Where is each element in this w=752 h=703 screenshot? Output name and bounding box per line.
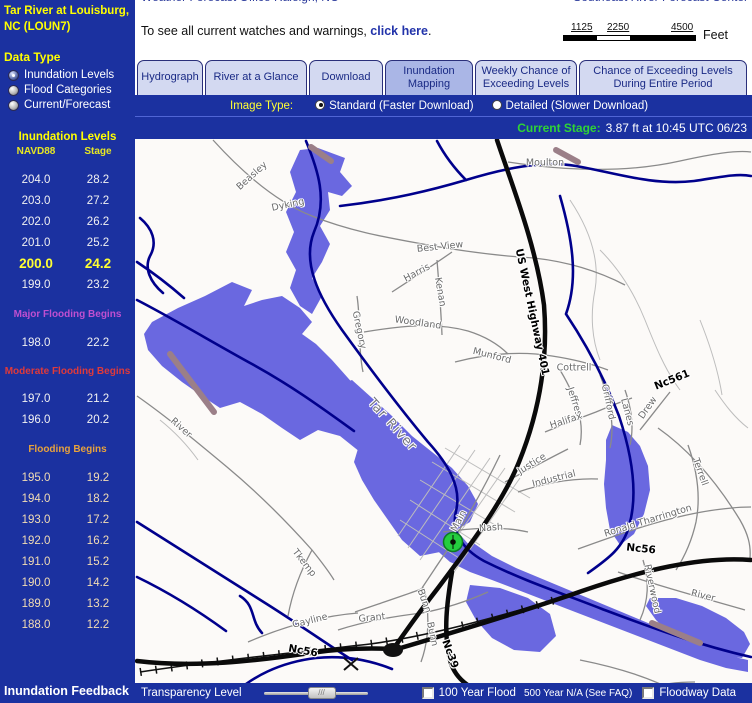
tab-download[interactable]: Download (309, 60, 383, 95)
level-row[interactable]: 194.0 18.2 (21, 492, 110, 505)
radio-flood-categories[interactable]: Flood Categories (8, 84, 135, 96)
level-row[interactable]: 190.0 14.2 (21, 576, 110, 589)
image-type-label: Image Type: (230, 99, 294, 112)
scale-tick: 2250 (607, 22, 630, 33)
tab-hydrograph[interactable]: Hydrograph (137, 60, 203, 95)
slider-thumb[interactable]: /// (307, 687, 336, 699)
inundation-feedback-link[interactable]: Inundation Feedback (4, 684, 130, 698)
map-scale-bar: 1125 2250 4500 Feet (563, 22, 748, 48)
scale-unit: Feet (703, 28, 729, 42)
levels-column-headers: NAVD88 Stage (16, 146, 112, 158)
radio-icon (491, 99, 502, 110)
dam-bars-layer (167, 144, 703, 646)
transparency-slider[interactable]: /// (263, 686, 368, 700)
flooding-begins-label: Flooding Begins (28, 444, 107, 456)
current-stage-label: Current Stage: (517, 121, 601, 135)
tab-chance-entire-period[interactable]: Chance of Exceeding Levels During Entire… (579, 60, 747, 95)
radio-selected-icon (8, 69, 19, 81)
highways-layer (135, 139, 752, 683)
image-type-bar: Image Type: Standard (Faster Download) D… (135, 95, 752, 116)
major-flooding-label: Major Flooding Begins (13, 309, 122, 321)
level-row[interactable]: 195.0 19.2 (21, 471, 110, 484)
level-row-selected[interactable]: 200.0 24.2 (19, 256, 112, 272)
level-row[interactable]: 203.0 27.2 (21, 194, 110, 207)
page-header: Weather Forecast Office Raleigh, NC Sout… (135, 0, 752, 58)
level-row[interactable]: 193.0 17.2 (21, 513, 110, 526)
flood-500yr-note: 500 Year N/A (See FAQ) (523, 687, 633, 699)
radio-inundation-levels[interactable]: Inundation Levels (8, 69, 135, 81)
tab-weekly-chance[interactable]: Weekly Chance of Exceeding Levels (475, 60, 577, 95)
scale-tick: 1125 (571, 22, 593, 33)
watches-warnings-line: To see all current watches and warnings,… (141, 24, 432, 38)
gauge-marker[interactable] (442, 531, 464, 553)
moderate-flooding-label: Moderate Flooding Begins (4, 366, 131, 378)
current-stage-value: 3.87 ft at 10:45 UTC 06/23 (605, 121, 747, 135)
current-stage-bar: Current Stage: 3.87 ft at 10:45 UTC 06/2… (135, 116, 752, 139)
minor-streets-layer (159, 199, 749, 576)
station-title: Tar River at Louisburg, NC (LOUN7) (4, 5, 130, 33)
floodway-checkbox[interactable] (642, 687, 655, 699)
tab-inundation-mapping[interactable]: Inundation Mapping (385, 60, 473, 95)
flood-100yr-control: 100 Year Flood (421, 687, 516, 699)
level-row[interactable]: 198.0 22.2 (21, 336, 110, 349)
flood-100yr-checkbox[interactable] (421, 687, 434, 699)
level-row[interactable]: 191.0 15.2 (21, 555, 110, 568)
level-row[interactable]: 201.0 25.2 (21, 236, 110, 249)
levels-heading: Inundation Levels (18, 131, 117, 144)
sidebar: Tar River at Louisburg, NC (LOUN7) Data … (0, 0, 135, 703)
level-row[interactable]: 204.0 28.2 (21, 173, 110, 186)
floodway-control: Floodway Data (642, 687, 736, 699)
level-row[interactable]: 196.0 20.2 (21, 413, 110, 426)
level-row[interactable]: 192.0 16.2 (21, 534, 110, 547)
map-controls-bar: Transparency Level /// 100 Year Flood 50… (135, 683, 752, 703)
radio-current-forecast[interactable]: Current/Forecast (8, 99, 135, 111)
rfc-link-clipped[interactable]: Southeast River Forecast Center (573, 0, 748, 4)
level-row[interactable]: 199.0 23.2 (21, 278, 110, 291)
inundation-map[interactable]: Moulton Beasley Dyking Best View Harris … (135, 139, 752, 683)
radio-detailed-download[interactable]: Detailed (Slower Download) (491, 99, 648, 112)
scale-bar-segments (563, 35, 696, 41)
data-type-heading: Data Type (4, 50, 61, 65)
tab-bar: Hydrograph River at a Glance Download In… (135, 58, 752, 95)
level-row[interactable]: 189.0 13.2 (21, 597, 110, 610)
transparency-label: Transparency Level (141, 687, 242, 699)
wfo-link-clipped[interactable]: Weather Forecast Office Raleigh, NC (141, 0, 339, 4)
radio-selected-icon (315, 99, 326, 110)
click-here-link[interactable]: click here (370, 24, 428, 38)
radio-icon (8, 99, 19, 111)
level-row[interactable]: 197.0 21.2 (21, 392, 110, 405)
level-row[interactable]: 202.0 26.2 (21, 215, 110, 228)
roads-layer (136, 139, 752, 683)
radio-icon (8, 84, 19, 96)
main-panel: Weather Forecast Office Raleigh, NC Sout… (135, 0, 752, 703)
tab-river-at-a-glance[interactable]: River at a Glance (205, 60, 307, 95)
radio-standard-download[interactable]: Standard (Faster Download) (315, 99, 474, 112)
rivers-layer (135, 139, 752, 683)
level-row[interactable]: 188.0 12.2 (21, 618, 110, 631)
scale-tick: 4500 (671, 22, 694, 33)
